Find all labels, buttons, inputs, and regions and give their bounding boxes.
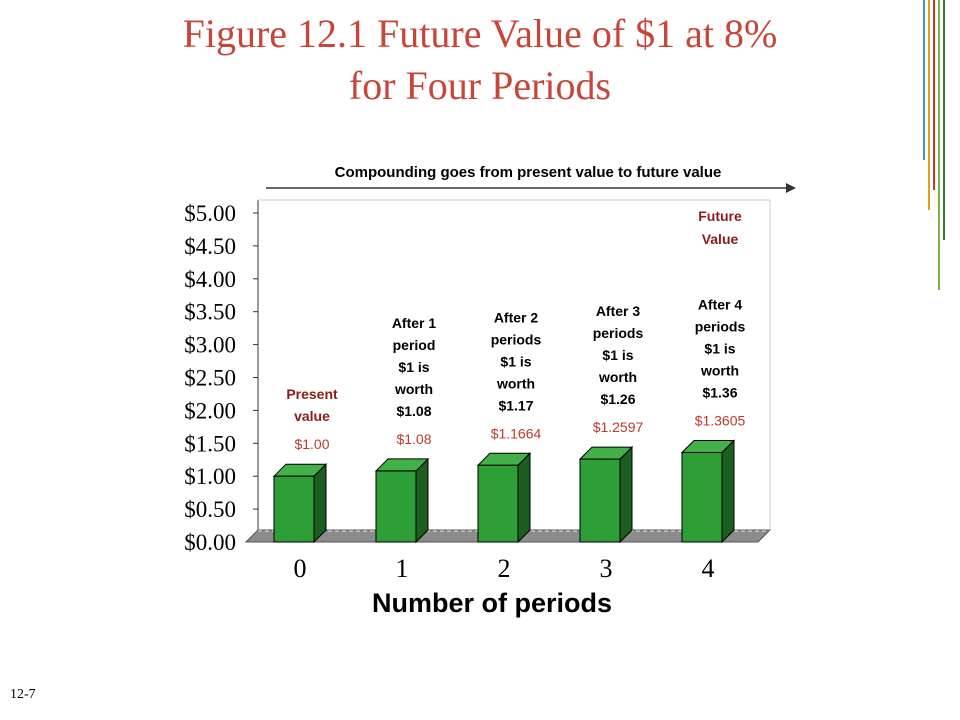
bar-note-line: periods — [491, 331, 542, 347]
bar-notes: Present value After 1 period $1 is worth $1.08… — [286, 208, 745, 424]
bar-value-label: $1.3605 — [695, 412, 746, 428]
bar-4 — [680, 439, 736, 544]
bar-note-line: $1 is — [398, 359, 429, 375]
page-number: 12-7 — [10, 687, 36, 702]
slide-title: Figure 12.1 Future Value of $1 at 8% for… — [60, 8, 900, 112]
bar-note-line: After 3 — [596, 303, 641, 319]
y-tick-label: $4.50 — [184, 234, 236, 259]
bar-side — [619, 445, 633, 544]
x-axis-title: Number of periods — [372, 588, 612, 618]
future-value-line: Value — [702, 231, 739, 247]
bar-note: After 3 periods $1 is worth $1.26 — [593, 303, 644, 407]
y-tick-label: $0.00 — [184, 530, 236, 555]
bar-note-line: periods — [695, 318, 746, 334]
y-tick-label: $2.50 — [184, 366, 236, 391]
bar-note-line: period — [393, 337, 436, 353]
y-tick-label: $4.00 — [184, 267, 236, 292]
bar-side — [313, 462, 327, 544]
bar-3 — [578, 445, 634, 544]
arrow-caption: Compounding goes from present value to f… — [335, 164, 722, 181]
y-tick-label: $1.50 — [184, 431, 236, 456]
y-tick-label: $1.00 — [184, 464, 236, 489]
bar-value-label: $1.08 — [396, 431, 431, 447]
bars — [272, 439, 736, 544]
slide-title-line1: Figure 12.1 Future Value of $1 at 8% — [182, 11, 778, 56]
y-tick-label: $3.00 — [184, 333, 236, 358]
bar-note-line: Present — [286, 386, 338, 402]
bar-note-line: After 2 — [494, 309, 539, 325]
compounding-arrow: Compounding goes from present value to f… — [266, 164, 796, 193]
bar-note-line: worth — [496, 375, 535, 391]
x-category-label: 4 — [702, 554, 715, 583]
y-tick-label: $3.50 — [184, 300, 236, 325]
bar-note-line: worth — [700, 362, 739, 378]
arrow-head — [786, 183, 796, 193]
future-value-line: Future — [698, 208, 742, 224]
future-value-label: Future Value — [698, 208, 742, 247]
bar-side — [721, 439, 735, 544]
value-labels: $1.00 $1.08 $1.1664 $1.2597 $1.3605 — [294, 412, 745, 452]
decorative-lines — [923, 0, 945, 290]
bar-1 — [374, 457, 430, 544]
bar-note-line: $1 is — [704, 340, 735, 356]
bar-note-line: $1.08 — [396, 403, 431, 419]
bar-front — [477, 464, 519, 543]
bar-note: After 4 periods $1 is worth $1.36 — [695, 296, 746, 400]
bar-note: After 2 periods $1 is worth $1.17 — [491, 309, 542, 413]
bar-note-line: worth — [394, 381, 433, 397]
y-tick-label: $0.50 — [184, 497, 236, 522]
bar-0 — [272, 462, 328, 544]
bar-value-label: $1.00 — [294, 436, 329, 452]
x-category-label: 3 — [600, 554, 613, 583]
bar-value-label: $1.2597 — [593, 419, 644, 435]
bar-note-line: $1.36 — [702, 384, 737, 400]
bar-side — [517, 452, 531, 544]
bar-value-label: $1.1664 — [491, 425, 542, 441]
slide-title-line2: for Four Periods — [348, 63, 612, 108]
y-axis: $0.00 $0.50 $1.00 $1.50 $2.00 $2.50 $3.00 $3.50… — [184, 199, 771, 555]
bar-note-line: worth — [598, 369, 637, 385]
bar-note-line: After 4 — [698, 296, 743, 312]
x-category-label: 1 — [396, 554, 409, 583]
y-tick-label: $2.00 — [184, 398, 236, 423]
bar-front — [375, 470, 417, 543]
bar-note-line: value — [294, 408, 330, 424]
y-tick-label: $5.00 — [184, 201, 236, 226]
bar-note-line: periods — [593, 325, 644, 341]
bar-note-line: $1 is — [602, 347, 633, 363]
bar-side — [415, 457, 429, 544]
bar-note-line: After 1 — [392, 315, 437, 331]
bar-front — [273, 475, 315, 543]
bar-note-line: $1 is — [500, 353, 531, 369]
bar-note-line: $1.17 — [498, 397, 533, 413]
bar-2 — [476, 452, 532, 544]
x-category-label: 0 — [294, 554, 307, 583]
bar-note: After 1 period $1 is worth $1.08 — [392, 315, 437, 419]
bar-front — [579, 458, 621, 543]
x-axis-categories: 0 1 2 3 4 — [294, 554, 715, 583]
bar-note-line: $1.26 — [600, 391, 635, 407]
x-category-label: 2 — [498, 554, 511, 583]
bar-note: Present value — [286, 386, 338, 424]
bar-front — [681, 451, 723, 543]
